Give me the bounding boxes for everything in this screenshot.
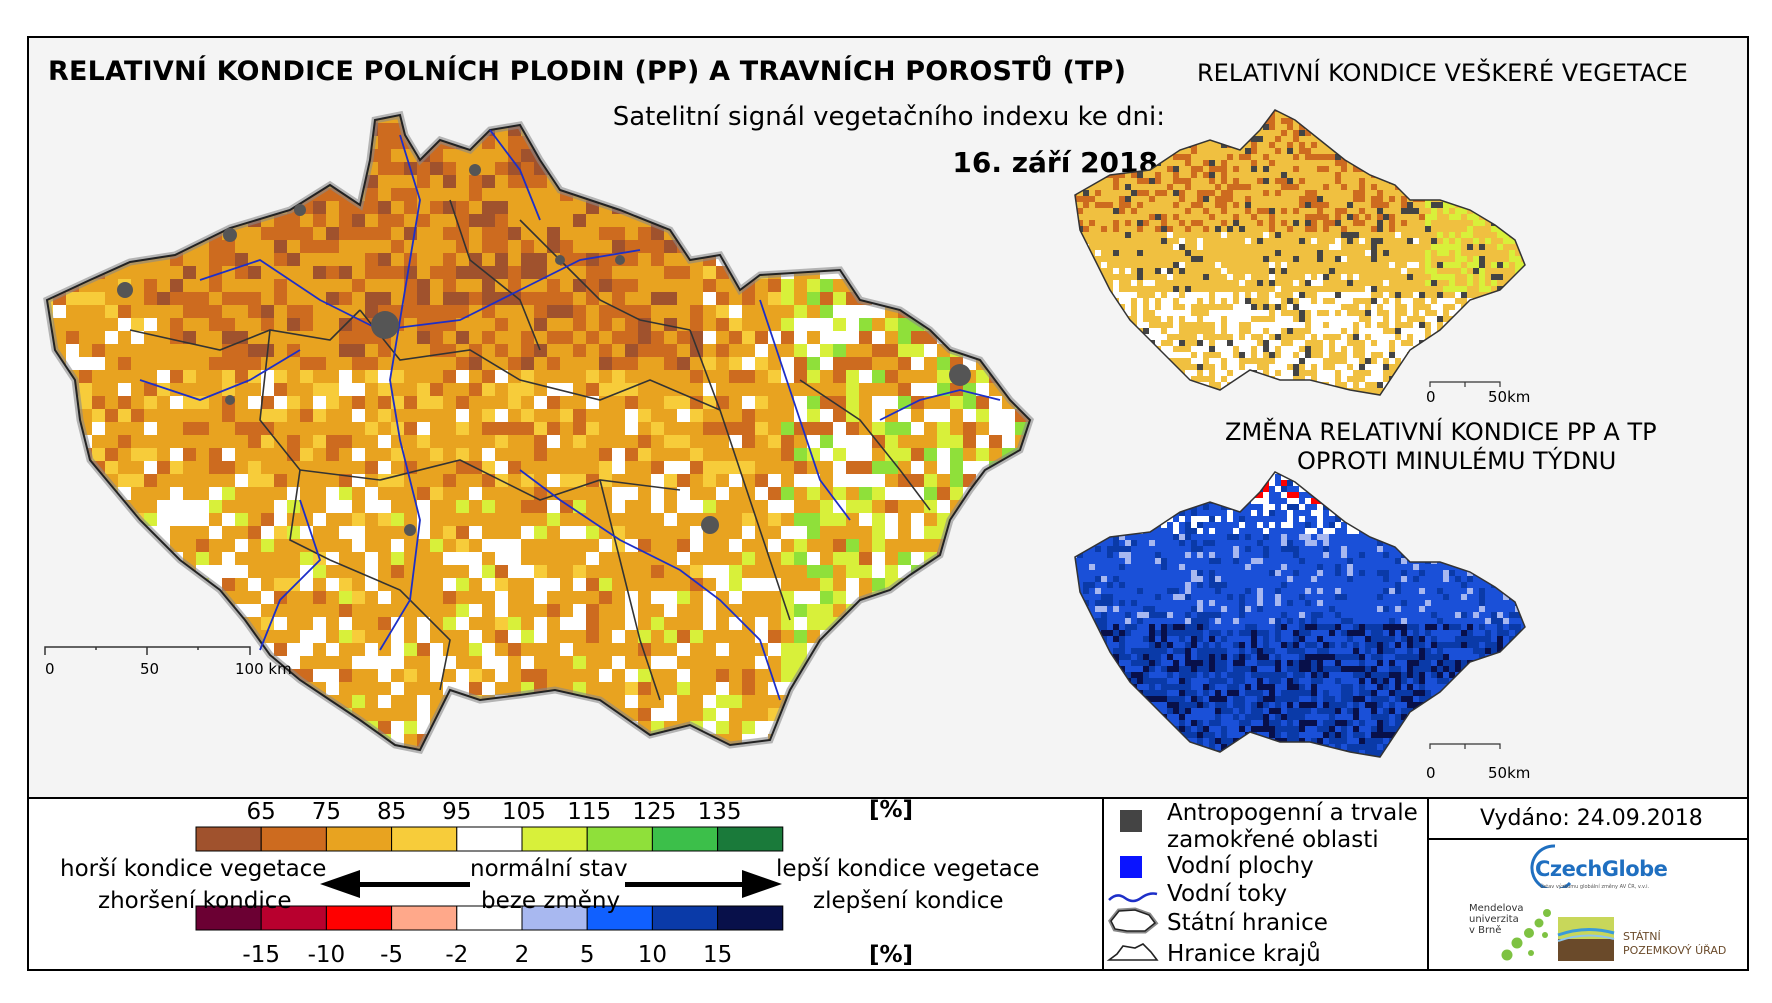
inset-bottom-title-line1: ZMĚNA RELATIVNÍ KONDICE PP A TP [1225, 418, 1657, 446]
mendel-logo-dots-icon [1501, 909, 1551, 961]
condition-tick-2: 85 [376, 799, 407, 825]
issued-date: Vydáno: 24.09.2018 [1480, 806, 1703, 831]
worse-arrow-icon [320, 870, 470, 898]
inset-bottom-scale-50: 50km [1488, 764, 1531, 782]
normal-state-label: normální stav [470, 856, 628, 882]
condition-swatch-5 [521, 826, 588, 852]
inset-bottom-title-line2: OPROTI MINULÉMU TÝDNU [1297, 447, 1617, 475]
change-tick-0: -15 [242, 942, 280, 968]
worse-condition-label: horší kondice vegetace [60, 856, 327, 882]
condition-swatch-6 [586, 826, 653, 852]
main-scale-100: 100 km [235, 660, 292, 678]
inset-vegetation-map [1074, 109, 1526, 396]
main-scale-0: 0 [45, 660, 55, 678]
legend-rivers: Vodní toky [1167, 881, 1288, 907]
change-tick-1: -10 [307, 942, 346, 968]
condition-unit: [%] [869, 797, 914, 823]
better-condition-label: lepší kondice vegetace [776, 856, 1040, 882]
mendel-logo-text: Mendelova univerzita v Brně [1469, 903, 1524, 936]
legend-anthropogenic-line2: zamokřené oblasti [1167, 827, 1379, 853]
czechglobe-logo-text: CzechGlobe [1535, 857, 1668, 881]
main-scale-50: 50 [140, 660, 160, 678]
inset-bottom-scale-bar [1429, 743, 1501, 749]
main-title: RELATIVNÍ KONDICE POLNÍCH PLODIN (PP) A … [48, 56, 1127, 87]
condition-swatch-7 [651, 826, 719, 852]
legend-divider-3 [1427, 838, 1749, 840]
condition-tick-3: 95 [442, 799, 472, 825]
better-arrow-icon [625, 870, 782, 898]
change-swatch-0 [195, 905, 262, 931]
condition-swatch-4 [456, 826, 523, 852]
blue-square-icon [1120, 856, 1142, 878]
rivers [139, 129, 1001, 701]
inset-top-scale-50: 50km [1488, 388, 1531, 406]
inset-bottom-scale-0: 0 [1426, 764, 1436, 782]
change-swatch-5 [521, 905, 588, 931]
condition-colorbar [195, 826, 784, 931]
spu-logo-text: STÁTNÍ POZEMKOVÝ ÚŘAD [1623, 930, 1727, 957]
change-tick-5: 5 [579, 942, 595, 968]
change-unit: [%] [869, 942, 914, 968]
region-borders [129, 199, 931, 701]
inset-change-map [1074, 471, 1526, 758]
condition-swatch-1 [260, 826, 327, 852]
condition-swatch-3 [391, 826, 458, 852]
condition-tick-1: 75 [311, 799, 342, 825]
condition-tick-4: 105 [502, 799, 546, 825]
change-swatch-3 [391, 905, 458, 931]
condition-swatch-2 [325, 826, 393, 852]
inset-top-scale-0: 0 [1426, 388, 1436, 406]
state-border [45, 113, 1032, 752]
legend-region-border: Hranice krajů [1167, 941, 1321, 967]
no-change-label: beze změny [481, 888, 621, 914]
inset-top-title: RELATIVNÍ KONDICE VEŠKERÉ VEGETACE [1197, 59, 1688, 87]
legend-panel [27, 797, 1749, 971]
czechglobe-logo-sub: Ústav výzkumu globální změny AV ČR, v.v.… [1540, 884, 1650, 890]
condition-tick-5: 115 [567, 799, 612, 825]
czechglobe-logo-icon [1530, 844, 1572, 888]
region-border-icon [1106, 943, 1159, 961]
change-tick-7: 15 [702, 942, 733, 968]
legend-divider-2 [1427, 797, 1429, 971]
change-swatch-7 [651, 905, 719, 931]
inset-top-scale-bar [1429, 381, 1501, 387]
better-change-label: zlepšení kondice [813, 888, 1004, 914]
condition-swatch-0 [195, 826, 262, 852]
legend-state-border: Státní hranice [1167, 910, 1328, 936]
change-tick-2: -5 [380, 942, 404, 968]
condition-tick-6: 125 [632, 799, 677, 825]
worse-change-label: zhoršení kondice [98, 888, 292, 914]
main-scale-bar [44, 646, 251, 655]
state-border-icon [1108, 907, 1159, 934]
change-swatch-6 [586, 905, 653, 931]
subtitle: Satelitní signál vegetačního indexu ke d… [612, 102, 1165, 132]
condition-tick-7: 135 [697, 799, 742, 825]
legend-divider-1 [1102, 797, 1104, 971]
change-tick-6: 10 [637, 942, 668, 968]
legend-anthropogenic-line1: Antropogenní a trvale [1167, 800, 1418, 826]
legend-water-bodies: Vodní plochy [1167, 853, 1314, 879]
gray-square-icon [1120, 810, 1142, 832]
change-tick-3: -2 [445, 942, 469, 968]
main-map [43, 110, 1035, 754]
condition-swatch-8 [717, 826, 784, 852]
condition-tick-0: 65 [246, 799, 276, 825]
change-swatch-1 [260, 905, 327, 931]
change-swatch-8 [717, 905, 784, 931]
change-swatch-2 [325, 905, 393, 931]
urban-areas [117, 164, 971, 536]
change-tick-4: 2 [514, 942, 530, 968]
spu-logo-icon [1557, 917, 1615, 961]
change-swatch-4 [456, 905, 523, 931]
river-line-icon [1108, 892, 1158, 903]
